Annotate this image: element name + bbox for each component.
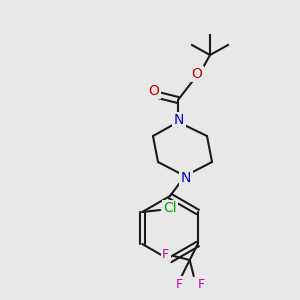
Text: F: F: [198, 278, 205, 290]
Text: N: N: [174, 113, 184, 127]
Text: O: O: [148, 84, 159, 98]
Text: F: F: [162, 248, 169, 260]
Text: Cl: Cl: [164, 201, 177, 215]
Text: N: N: [181, 171, 191, 185]
Text: O: O: [192, 67, 203, 81]
Text: F: F: [176, 278, 183, 290]
